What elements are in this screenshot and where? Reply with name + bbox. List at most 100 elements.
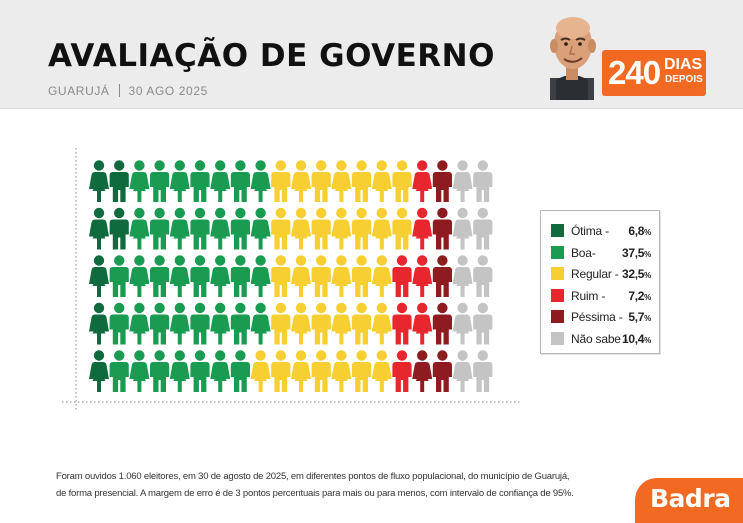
person-icon-boa [190,350,210,392]
legend-item: Ótima - 6,8% [551,221,655,241]
person-icon-boa [230,207,250,250]
legend-swatch [551,310,564,323]
person-icon-boa [150,302,170,345]
person-icon-regular [311,207,331,250]
subtitle-divider [118,84,120,97]
person-icon-boa [150,207,170,250]
badge-depois: DEPOIS [665,74,703,85]
person-icon-nãosabe [473,255,493,297]
legend-value-number: 10,4 [622,331,645,346]
person-icon-ruim [412,160,433,202]
person-icon-ruim [392,302,412,345]
person-icon-regular [371,302,392,345]
person-icon-ótima [89,302,109,345]
person-icon-boa [129,302,150,345]
person-icon-regular [271,207,291,250]
person-icon-regular [331,302,352,345]
person-icon-regular [352,255,372,297]
person-icon-regular [291,255,311,297]
subtitle: GUARUJÁ 30 AGO 2025 [48,84,208,98]
person-icon-boa [169,350,190,392]
person-icon-ruim [392,350,412,392]
person-icon-boa [129,255,150,297]
person-icon-nãosabe [473,207,493,250]
legend-value-unit: % [644,314,651,323]
legend-value: 5,7% [628,310,651,324]
legend-item: Boa- 37,5% [551,243,655,263]
person-icon-regular [311,302,331,345]
person-icon-regular [352,207,372,250]
legend-swatch [551,224,564,237]
legend-swatch [551,245,564,259]
legend-value-number: 5,7 [628,310,645,324]
date-label: 30 AGO 2025 [128,84,208,98]
legend-swatch [551,331,564,345]
person-icon-regular [331,255,352,297]
person-icon-nãosabe [452,302,473,345]
person-icon-regular [371,350,392,392]
person-icon-ótima [89,255,109,297]
person-icon-ótima [89,350,109,392]
person-icon-regular [271,255,291,297]
footnote-line-1: Foram ouvidos 1.060 eleitores, em 30 de … [56,471,570,482]
person-icon-regular [392,207,412,250]
person-icon-boa [129,350,150,392]
legend-value-unit: % [644,292,651,302]
legend-value-number: 7,2 [628,288,645,303]
days-badge: 240 DIAS DEPOIS [602,50,706,96]
person-icon-regular [371,207,392,250]
person-icon-boa [250,160,271,202]
person-icon-boa [109,350,129,392]
person-icon-nãosabe [473,350,493,392]
person-icon-regular [311,350,331,392]
person-icon-regular [352,350,372,392]
legend-label: Ruim - [571,288,606,303]
person-icon-ótima [89,207,109,250]
legend-item: Péssima - 5,7% [551,307,655,327]
caricature-illustration [550,17,596,100]
person-icon-boa [210,302,231,345]
person-icon-boa [169,302,190,345]
person-icon-regular [371,255,392,297]
badge-dias: DIAS [664,56,703,73]
person-icon-ruim [412,302,433,345]
legend-value: 37,5% [622,246,651,260]
person-icon-boa [129,160,150,202]
legend-value: 10,4% [622,332,651,346]
footnote-line-2: de forma presencial. A margem de erro é … [56,488,574,499]
person-icon-péssima [432,302,452,345]
person-icon-ruim [412,255,433,297]
person-icon-regular [311,255,331,297]
legend-label: Péssima - [571,310,623,324]
person-icon-regular [392,160,412,202]
legend-value-number: 6,8 [628,224,645,238]
person-icon-ruim [412,207,433,250]
person-icon-nãosabe [452,160,473,202]
legend-value-unit: % [644,271,651,280]
legend-swatch [551,267,564,280]
person-icon-boa [150,160,170,202]
methodology-footnote: Foram ouvidos 1.060 eleitores, em 30 de … [56,468,616,502]
legend-value: 32,5% [622,267,651,281]
brand-logo: Badra [635,478,743,523]
person-icon-regular [291,207,311,250]
person-icon-boa [210,350,231,392]
person-icon-boa [210,255,231,297]
person-icon-boa [210,207,231,250]
chart-axes [62,148,522,410]
brand-name: Badra [650,484,731,513]
person-icon-boa [129,207,150,250]
person-icon-regular [250,350,271,392]
person-icon-regular [311,160,331,202]
person-icon-boa [190,207,210,250]
legend-value-unit: % [644,335,651,345]
person-icon-regular [271,350,291,392]
person-icon-péssima [432,160,452,202]
person-icon-boa [250,207,271,250]
person-icon-nãosabe [452,350,473,392]
legend-value-unit: % [644,228,651,237]
person-icon-regular [291,160,311,202]
legend-label: Não sabe - [571,331,628,346]
legend-label: Ótima - [571,224,609,238]
person-icon-boa [230,255,250,297]
